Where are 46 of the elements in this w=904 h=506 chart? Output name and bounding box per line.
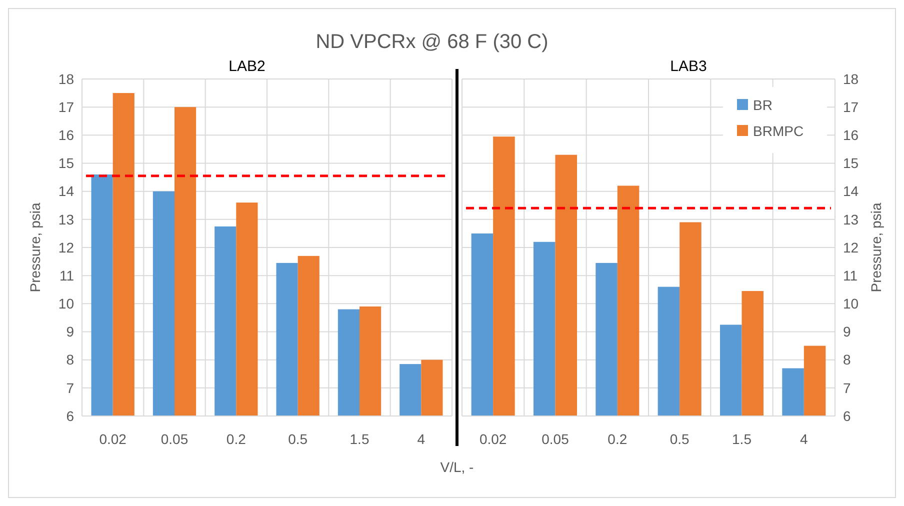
y-tick-label: 16 bbox=[58, 127, 74, 144]
x-axis-title: V/L, - bbox=[440, 459, 474, 475]
y-tick-label: 11 bbox=[59, 267, 74, 284]
y-tick-label: 13 bbox=[58, 211, 74, 228]
y-tick-label: 8 bbox=[66, 352, 74, 368]
legend-label: BR bbox=[753, 96, 772, 113]
y-tick-label: 9 bbox=[843, 324, 851, 340]
x-tick-label: 4 bbox=[417, 431, 426, 447]
y-tick-label: 18 bbox=[58, 70, 74, 87]
x-tick-label: 0.02 bbox=[479, 431, 507, 447]
y-tick-label: 17 bbox=[58, 98, 74, 115]
y-axis-title: Pressure, psia bbox=[868, 202, 884, 292]
y-tick-label: 9 bbox=[66, 324, 74, 340]
y-tick-label: 7 bbox=[843, 380, 851, 396]
y-tick-label: 14 bbox=[843, 183, 859, 200]
y-tick-label: 13 bbox=[843, 211, 859, 228]
x-tick-label: 1.5 bbox=[732, 431, 752, 447]
x-tick-label: 0.2 bbox=[608, 431, 628, 447]
y-tick-label: 7 bbox=[66, 380, 74, 396]
y-tick-label: 6 bbox=[66, 408, 74, 424]
text: LAB3 bbox=[670, 58, 707, 75]
chart-title: ND VPCRx @ 68 F (30 C) bbox=[316, 31, 548, 53]
y-tick-label: 15 bbox=[58, 155, 74, 172]
y-tick-label: 12 bbox=[843, 239, 859, 256]
legend-label: BRMPC bbox=[753, 122, 804, 139]
y-tick-label: 8 bbox=[843, 352, 851, 368]
y-tick-label: 6 bbox=[843, 408, 851, 424]
x-tick-label: 0.5 bbox=[288, 431, 308, 447]
y-tick-label: 18 bbox=[843, 70, 859, 87]
x-tick-label: 0.05 bbox=[160, 431, 188, 447]
y-tick-label: 10 bbox=[58, 296, 74, 312]
y-tick-label: 11 bbox=[843, 267, 858, 284]
y-axis-title: Pressure, psia bbox=[27, 202, 43, 292]
y-tick-label: 15 bbox=[843, 155, 859, 172]
x-tick-label: 0.05 bbox=[542, 431, 570, 447]
x-tick-label: 0.2 bbox=[226, 431, 246, 447]
x-tick-label: 4 bbox=[800, 431, 808, 447]
x-tick-label: 1.5 bbox=[350, 431, 370, 447]
y-tick-label: 16 bbox=[843, 127, 859, 144]
text: LAB2 bbox=[228, 58, 266, 75]
y-tick-label: 17 bbox=[843, 98, 859, 115]
x-tick-label: 0.02 bbox=[99, 431, 127, 447]
x-tick-label: 0.5 bbox=[670, 431, 690, 447]
y-tick-label: 10 bbox=[843, 296, 859, 312]
y-tick-label: 12 bbox=[58, 239, 74, 256]
y-tick-label: 14 bbox=[58, 183, 74, 200]
